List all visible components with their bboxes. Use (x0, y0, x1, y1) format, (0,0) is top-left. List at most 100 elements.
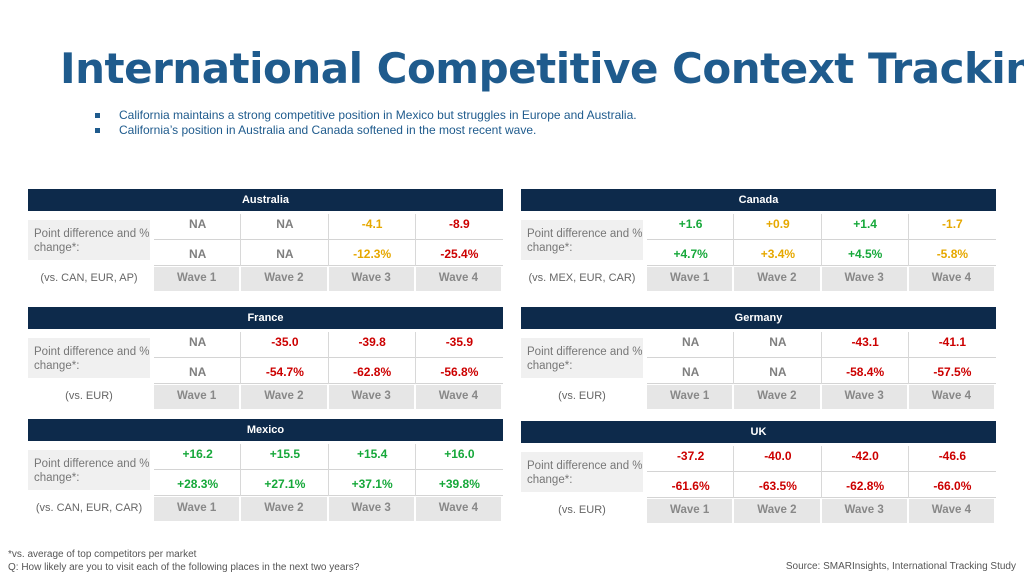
page-title: International Competitive Context Tracki… (60, 44, 1024, 93)
bullet-item: California’s position in Australia and C… (92, 123, 637, 138)
wave-label: Wave 3 (821, 385, 907, 409)
percent-change-value: NA (734, 358, 822, 384)
point-difference-label: Point difference and % change*: (521, 220, 643, 260)
column-divider (733, 446, 735, 498)
point-difference-label: Point difference and % change*: (28, 450, 150, 490)
point-difference-value: NA (647, 332, 735, 358)
point-difference-value: +1.4 (821, 214, 909, 240)
column-divider (240, 444, 242, 496)
percent-change-value: -5.8% (908, 240, 996, 266)
wave-label: Wave 1 (647, 267, 733, 291)
point-difference-value: -42.0 (821, 446, 909, 472)
percent-change-value: -12.3% (328, 240, 416, 266)
wave-label: Wave 4 (415, 267, 501, 291)
column-divider (414, 214, 416, 266)
column-divider (327, 444, 329, 496)
percent-change-value: -58.4% (821, 358, 909, 384)
percent-change-value: NA (154, 358, 242, 384)
wave-label: Wave 1 (647, 385, 733, 409)
market-header: France (28, 307, 503, 329)
wave-label: Wave 2 (734, 267, 820, 291)
percent-change-value: +37.1% (328, 470, 416, 496)
wave-label: Wave 2 (734, 385, 820, 409)
column-divider (907, 214, 909, 266)
percent-change-value: -63.5% (734, 472, 822, 498)
column-divider (240, 214, 242, 266)
wave-label: Wave 3 (328, 497, 414, 521)
point-difference-value: -46.6 (908, 446, 996, 472)
market-panel-canada: Canada Point difference and % change*: (vs… (521, 189, 996, 291)
column-divider (733, 332, 735, 384)
percent-change-value: -54.7% (241, 358, 329, 384)
point-difference-value: +15.4 (328, 444, 416, 470)
column-divider (414, 332, 416, 384)
point-difference-value: +16.2 (154, 444, 242, 470)
percent-change-value: +4.7% (647, 240, 735, 266)
market-header: Australia (28, 189, 503, 211)
wave-label: Wave 3 (328, 267, 414, 291)
column-divider (820, 332, 822, 384)
summary-bullets: California maintains a strong competitiv… (92, 108, 637, 138)
wave-label: Wave 1 (154, 385, 240, 409)
wave-label: Wave 3 (821, 267, 907, 291)
point-difference-label: Point difference and % change*: (521, 452, 643, 492)
column-divider (327, 214, 329, 266)
comparison-set-label: (vs. MEX, EUR, CAR) (528, 272, 636, 284)
comparison-set-label: (vs. CAN, EUR, CAR) (35, 502, 143, 514)
bullet-text: California maintains a strong competitiv… (119, 108, 637, 122)
wave-label: Wave 4 (908, 385, 994, 409)
point-difference-value: -8.9 (415, 214, 503, 240)
point-difference-value: NA (154, 332, 242, 358)
percent-change-value: -61.6% (647, 472, 735, 498)
point-difference-value: -1.7 (908, 214, 996, 240)
wave-label: Wave 4 (908, 499, 994, 523)
percent-change-value: +39.8% (415, 470, 503, 496)
percent-change-value: NA (154, 240, 242, 266)
wave-label: Wave 4 (415, 497, 501, 521)
footnote-text: *vs. average of top competitors per mark… (8, 549, 197, 560)
column-divider (820, 446, 822, 498)
percent-change-value: +3.4% (734, 240, 822, 266)
wave-label: Wave 3 (821, 499, 907, 523)
percent-change-value: -66.0% (908, 472, 996, 498)
market-header: Mexico (28, 419, 503, 441)
wave-label: Wave 4 (908, 267, 994, 291)
wave-label: Wave 1 (647, 499, 733, 523)
bullet-square-icon (95, 113, 100, 118)
percent-change-value: -62.8% (328, 358, 416, 384)
point-difference-value: -35.9 (415, 332, 503, 358)
column-divider (733, 214, 735, 266)
column-divider (240, 332, 242, 384)
point-difference-value: +0.9 (734, 214, 822, 240)
comparison-set-label: (vs. CAN, EUR, AP) (40, 272, 138, 284)
wave-label: Wave 2 (241, 497, 327, 521)
point-difference-value: -41.1 (908, 332, 996, 358)
comparison-set-label: (vs. EUR) (558, 390, 606, 402)
percent-change-value: NA (647, 358, 735, 384)
point-difference-value: -43.1 (821, 332, 909, 358)
market-panel-australia: Australia Point difference and % change*:… (28, 189, 503, 291)
point-difference-value: -39.8 (328, 332, 416, 358)
point-difference-value: +16.0 (415, 444, 503, 470)
point-difference-value: NA (241, 214, 329, 240)
point-difference-value: +1.6 (647, 214, 735, 240)
percent-change-value: NA (241, 240, 329, 266)
market-header: Canada (521, 189, 996, 211)
wave-label: Wave 1 (154, 497, 240, 521)
point-difference-label: Point difference and % change*: (28, 220, 150, 260)
column-divider (327, 332, 329, 384)
bullet-item: California maintains a strong competitiv… (92, 108, 637, 123)
column-divider (907, 332, 909, 384)
column-divider (414, 444, 416, 496)
point-difference-value: -4.1 (328, 214, 416, 240)
footnotes: *vs. average of top competitors per mark… (8, 548, 359, 574)
percent-change-value: -25.4% (415, 240, 503, 266)
question-text: Q: How likely are you to visit each of t… (8, 562, 360, 573)
percent-change-value: -57.5% (908, 358, 996, 384)
wave-label: Wave 4 (415, 385, 501, 409)
source-text: Source: SMARInsights, International Trac… (785, 561, 1016, 572)
wave-label: Wave 3 (328, 385, 414, 409)
comparison-set-label: (vs. EUR) (65, 390, 113, 402)
wave-label: Wave 2 (241, 385, 327, 409)
column-divider (907, 446, 909, 498)
